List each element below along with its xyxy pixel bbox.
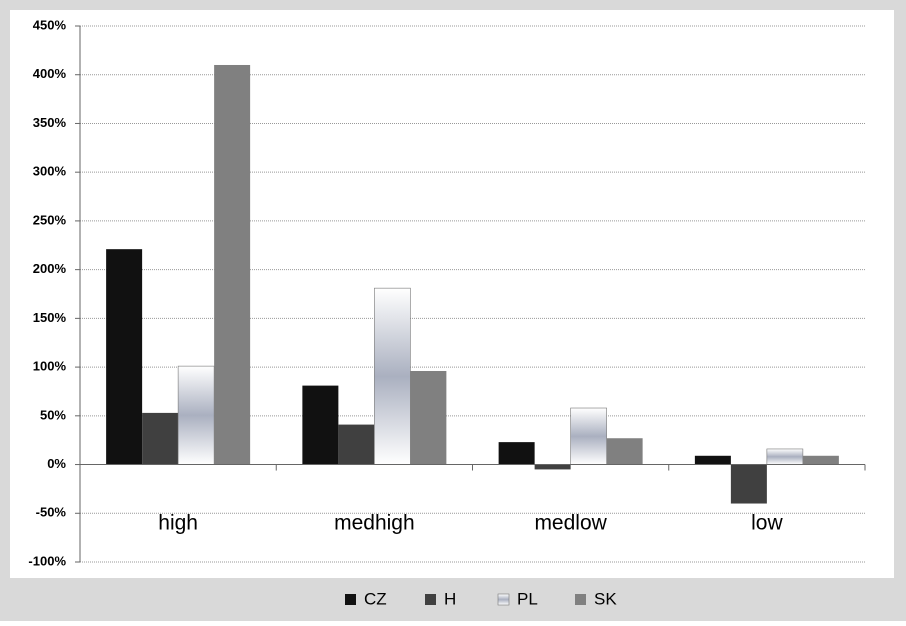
bar	[694, 455, 731, 465]
bar	[374, 287, 411, 465]
legend-label: H	[444, 589, 456, 608]
bar	[534, 464, 571, 470]
bar	[302, 385, 339, 465]
y-tick-label: 100%	[33, 359, 67, 374]
y-tick-label: 50%	[40, 407, 66, 422]
bar	[177, 365, 215, 465]
bar	[410, 370, 447, 465]
bar	[338, 424, 375, 465]
legend-label: SK	[594, 589, 617, 608]
legend-swatch	[575, 594, 586, 605]
y-tick-label: -50%	[36, 505, 67, 520]
legend-label: PL	[517, 589, 538, 608]
x-tick-label: medlow	[534, 512, 607, 535]
bar	[766, 448, 804, 465]
bar	[606, 438, 643, 465]
legend-label: CZ	[364, 589, 387, 608]
x-tick-label: medhigh	[334, 512, 415, 535]
y-tick-label: 450%	[33, 17, 67, 32]
bar	[214, 64, 251, 465]
y-tick-label: 250%	[33, 212, 67, 227]
y-tick-label: 0%	[47, 456, 66, 471]
y-tick-label: 150%	[33, 310, 67, 325]
bar	[570, 407, 607, 465]
bar	[730, 464, 767, 504]
y-tick-label: -100%	[28, 553, 66, 568]
legend-swatch	[425, 594, 436, 605]
x-tick-label: high	[158, 512, 198, 535]
y-tick-label: 400%	[33, 66, 67, 81]
y-tick-label: 200%	[33, 261, 67, 276]
bar	[142, 412, 179, 465]
legend-swatch	[497, 593, 510, 606]
x-tick-label: low	[751, 512, 783, 535]
y-tick-label: 350%	[33, 115, 67, 130]
bar	[498, 442, 535, 465]
legend-swatch	[345, 594, 356, 605]
y-tick-label: 300%	[33, 164, 67, 179]
bar	[106, 249, 143, 465]
bar	[802, 455, 839, 465]
